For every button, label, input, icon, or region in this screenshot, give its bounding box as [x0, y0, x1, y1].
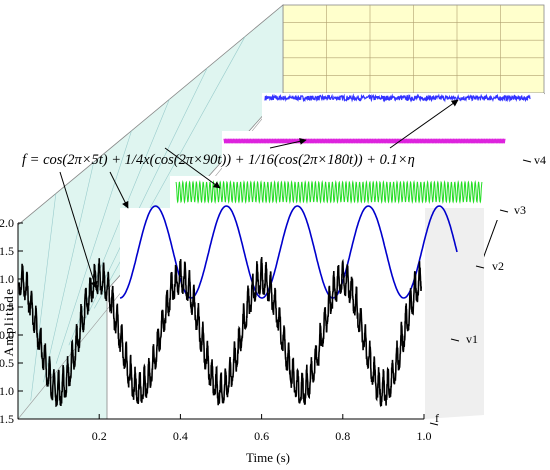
- depth-label-v3: v3: [514, 203, 526, 217]
- x-tick-label: 1.0: [417, 429, 432, 443]
- depth-label-v4: v4: [534, 153, 546, 167]
- y-tick-label: -0.5: [0, 356, 14, 370]
- side-grid-line: [94, 36, 246, 309]
- series-f-line: [18, 256, 422, 408]
- series-v3-line: [223, 138, 506, 144]
- plane-v3: [222, 131, 530, 180]
- depth-tick-mark: [429, 422, 439, 426]
- y-tick-label: 0.0: [0, 328, 14, 342]
- depth-tick-mark: [499, 209, 509, 213]
- y-tick-label: 0.5: [0, 300, 14, 314]
- plane-v4-panel: [262, 93, 544, 140]
- side-grid-line: [43, 162, 95, 383]
- depth-label-v2: v2: [492, 259, 504, 273]
- x-tick-label: 0.8: [335, 429, 350, 443]
- depth-tick-mark: [475, 265, 485, 269]
- side-grid-line: [55, 130, 132, 364]
- annotation-arrows: [59, 99, 459, 289]
- depth-tick-mark: [450, 338, 460, 342]
- x-tick-label: 0.2: [92, 429, 107, 443]
- series-v4-line: [264, 93, 531, 103]
- y-tick-label: 2.0: [0, 216, 14, 230]
- series-v2-line: [175, 180, 483, 204]
- x-ticks: 0.2 0.4 0.6 0.8 1.0: [92, 414, 432, 443]
- annotation-arrow: [164, 147, 221, 189]
- annotation-arrow: [269, 137, 307, 149]
- depth-tick-mark: [522, 159, 532, 163]
- formula-annotation: f = cos(2π×5t) + 1/4x(cos(2π×90t)) + 1/1…: [22, 152, 415, 168]
- plane-v4: [262, 93, 544, 140]
- series-v1-line: [119, 205, 458, 299]
- y-tick-label: 1.0: [0, 272, 14, 286]
- x-tick-label: 0.4: [173, 429, 188, 443]
- y-ticks: 2.0 1.5 1.0 0.5 0.0 -0.5 -1.0 -1.5: [0, 216, 23, 426]
- annotation-arrow: [109, 171, 129, 209]
- annotation-arrow: [389, 99, 459, 149]
- depth-label-f: f: [435, 411, 439, 425]
- depth-label-v1: v1: [466, 332, 478, 346]
- back-wall: [282, 4, 545, 94]
- annotation-arrow: [59, 171, 98, 289]
- y-tick-label: -1.0: [0, 384, 14, 398]
- y-axis-label: Amplitude: [1, 287, 16, 356]
- side-grid-line: [68, 99, 170, 346]
- depth-labels: f v1 v2 v3 v4: [429, 153, 546, 426]
- y-tick-label: -1.5: [0, 412, 14, 426]
- x-axis-label: Time (s): [246, 450, 290, 465]
- y-tick-label: 1.5: [0, 244, 14, 258]
- x-tick-label: 0.6: [254, 429, 269, 443]
- back-wall-grid: [283, 5, 544, 93]
- side-grid-line: [30, 193, 57, 401]
- plane-v1-shade: [425, 208, 484, 419]
